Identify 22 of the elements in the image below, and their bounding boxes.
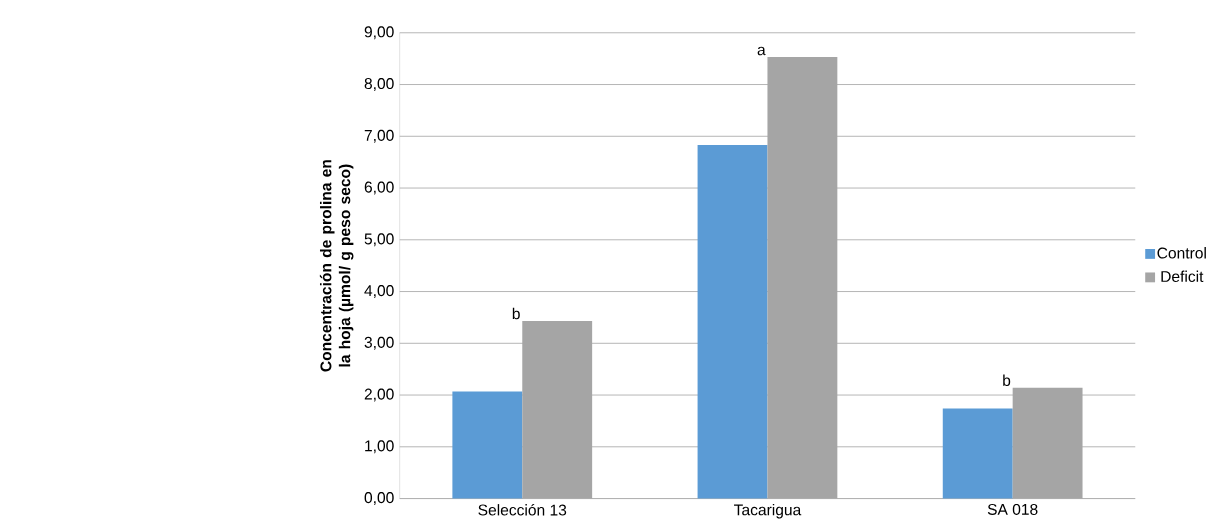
- annotation: b: [512, 307, 520, 320]
- y-tick-label: 9,00: [364, 26, 394, 40]
- x-tick-label: Tacarigua: [734, 504, 802, 519]
- legend-label: Control: [1157, 247, 1206, 259]
- y-tick-label: 5,00: [364, 233, 394, 247]
- bar: [452, 391, 523, 499]
- y-tick-label: 1,00: [365, 440, 394, 454]
- y-axis-title: Concentración de prolina en la hoja (µmol/ g peso seco): [319, 160, 354, 372]
- bar: [697, 145, 768, 499]
- annotation: a: [757, 46, 766, 56]
- y-tick-label: 2,00: [364, 388, 394, 402]
- x-tick-label: SA 018: [987, 504, 1038, 516]
- y-tick-label: 0,00: [364, 492, 394, 506]
- y-tick-label: 4,00: [364, 285, 394, 299]
- y-tick-label: 7,00: [364, 130, 394, 143]
- y-tick-label: 3,00: [364, 337, 394, 350]
- y-tick-label: 8,00: [364, 78, 394, 92]
- y-tick-label: 6,00: [364, 181, 394, 195]
- legend-label: Deficit: [1161, 270, 1204, 283]
- annotation: b: [1003, 374, 1011, 387]
- bar: [942, 408, 1013, 499]
- x-tick-label: Selección 13: [478, 504, 567, 516]
